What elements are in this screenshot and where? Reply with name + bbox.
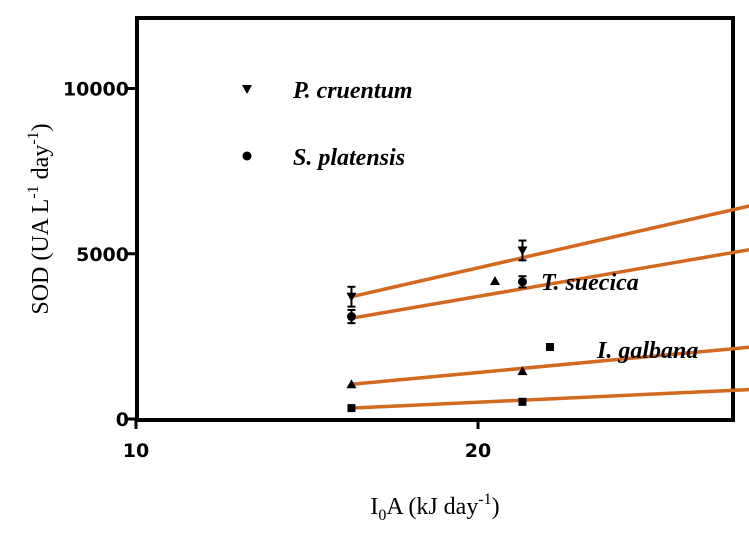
- y-tick-label: 5000: [76, 244, 129, 266]
- y-axis-title: SOD (UA L-1 day-1): [25, 123, 54, 314]
- legend-label-i-galbana: I. galbana: [596, 338, 698, 364]
- legend-marker-i-galbana: [546, 343, 554, 351]
- data-points: [346, 239, 528, 413]
- legend-marker-p-cruentum: [242, 85, 252, 94]
- legend-label-p-cruentum: P. cruentum: [292, 78, 413, 104]
- legend-marker-t-suecica: [490, 276, 500, 285]
- point-p-cruentum: [346, 292, 357, 302]
- legend-label-s-platensis: S. platensis: [293, 145, 405, 171]
- y-tick-label: 10000: [63, 79, 129, 101]
- y-tick-label: 0: [116, 409, 129, 431]
- x-tick-label: 20: [465, 440, 491, 462]
- point-p-cruentum: [517, 246, 528, 256]
- point-t-suecica: [517, 366, 528, 376]
- axis-ticks: 102030400500010000: [63, 79, 491, 463]
- point-i-galbana: [518, 397, 527, 406]
- fit-lines: [349, 204, 749, 410]
- legend-marker-s-platensis: [242, 151, 252, 161]
- legend: P. cruentum S. platensis T. suecica I. galb…: [242, 78, 698, 364]
- legend-label-t-suecica: T. suecica: [541, 270, 639, 296]
- fit-line-i-galbana: [349, 387, 749, 410]
- point-i-galbana: [347, 404, 356, 413]
- point-s-platensis: [517, 277, 527, 287]
- plot-frame: [135, 16, 735, 422]
- fit-line-t-suecica: [349, 345, 749, 387]
- fit-line-p-cruentum: [349, 204, 749, 299]
- fit-line-s-platensis: [349, 247, 749, 320]
- point-t-suecica: [346, 379, 357, 389]
- point-s-platensis: [346, 312, 356, 322]
- x-axis-title: I0A (kJ day-1): [370, 491, 499, 524]
- x-tick-label: 10: [123, 440, 149, 462]
